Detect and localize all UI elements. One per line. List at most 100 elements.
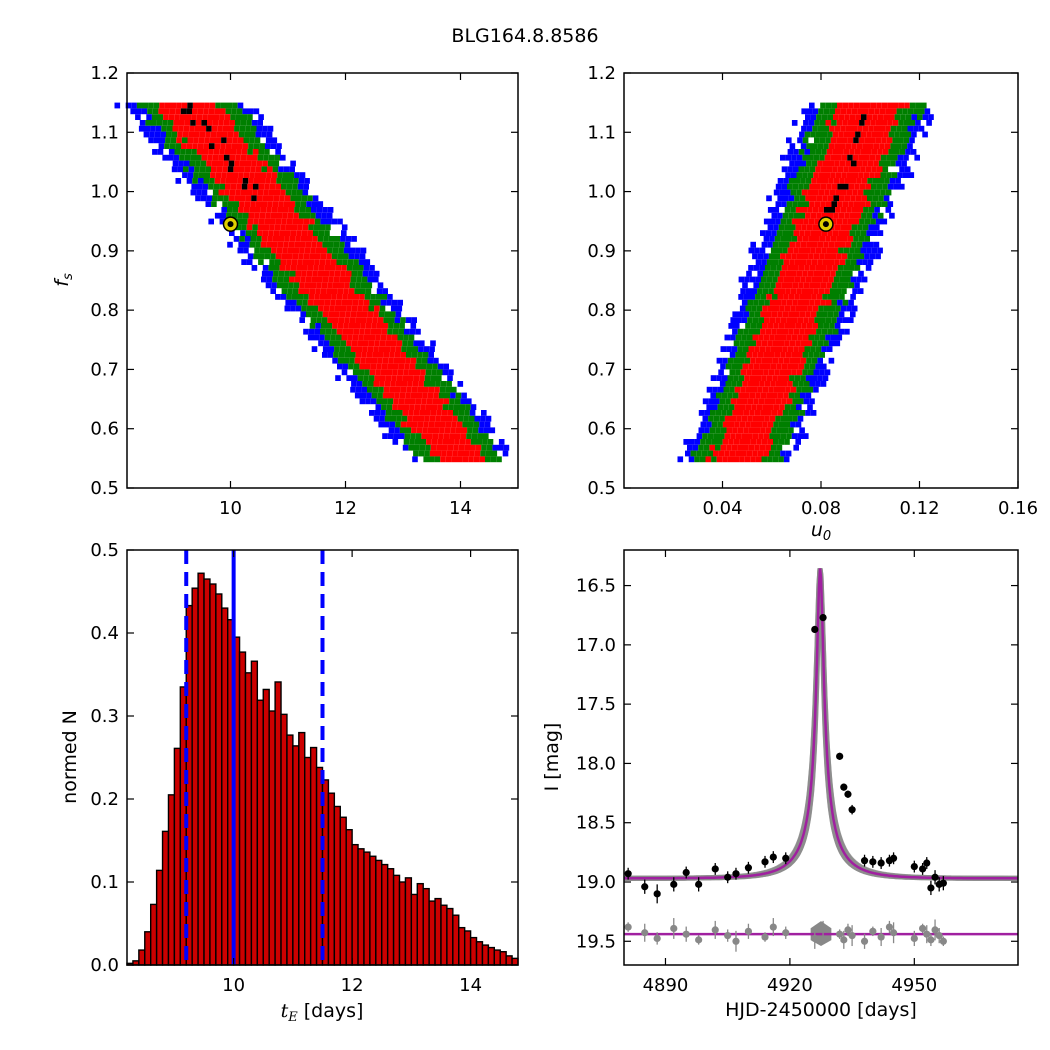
heatmap-cell [424,375,431,381]
heatmap-cell [813,172,819,178]
heatmap-cell [852,172,859,178]
heatmap-cell [238,131,245,138]
heatmap-cell [822,195,828,202]
heatmap-cell [847,218,854,225]
heatmap-cell [304,178,310,184]
heatmap-cell [424,450,430,457]
heatmap-cell [832,247,839,254]
heatmap-cell [732,311,738,318]
heatmap-cell [797,201,804,207]
heatmap-cell [267,125,274,132]
histogram-bar [357,848,365,966]
heatmap-cell [290,160,296,167]
heatmap-cell [302,189,309,196]
heatmap-cell [828,340,835,347]
heatmap-cell [338,352,345,358]
heatmap-cell [814,137,820,144]
heatmap-cell [778,323,785,329]
heatmap-cell [887,120,893,126]
heatmap-cell [380,375,386,381]
heatmap-cell [761,375,767,381]
heatmap-cell [271,282,277,289]
heatmap-cell [260,172,267,178]
heatmap-cell [341,224,348,231]
heatmap-cell [711,421,718,428]
heatmap-cell [755,375,762,381]
heatmap-cell [418,415,425,422]
heatmap-cell [326,212,333,219]
heatmap-cell [218,120,224,126]
heatmap-cell [192,143,198,149]
heatmap-cell [326,218,332,225]
heatmap-cell [866,212,873,219]
heatmap-cell [422,392,428,399]
heatmap-cell [791,236,798,242]
heatmap-cell [242,212,249,219]
heatmap-cell [306,236,313,242]
heatmap-cell [775,201,782,207]
heatmap-cell [365,363,371,370]
heatmap-cell [413,340,419,347]
heatmap-cell [243,137,250,144]
heatmap-cell [484,421,491,428]
heatmap-cell [274,189,281,196]
heatmap-cell [767,224,774,231]
heatmap-cell [371,392,378,399]
heatmap-cell [877,149,883,155]
heatmap-cell [468,456,474,463]
heatmap-cell [782,346,788,352]
heatmap-cell [197,183,203,190]
heatmap-cell [314,218,321,225]
heatmap-cell [805,114,811,120]
heatmap-cell [168,149,175,155]
heatmap-cell [710,375,717,381]
heatmap-cell [784,224,790,231]
heatmap-cell [914,154,920,161]
heatmap-cell [791,120,798,126]
heatmap-cell [865,265,872,271]
heatmap-cell [767,357,773,364]
heatmap-cell [247,183,253,190]
heatmap-cell [416,357,422,364]
heatmap-cell [164,108,170,115]
heatmap-cell [771,427,777,434]
heatmap-cell [199,131,206,138]
heatmap-cell [716,392,722,399]
heatmap-cell [174,114,180,120]
heatmap-cell [812,207,819,213]
heatmap-cell [339,311,346,318]
heatmap-cell [838,311,845,318]
data-point [732,870,740,878]
heatmap-cell [848,166,855,173]
heatmap-cell [858,270,864,277]
heatmap-cell [848,282,855,289]
heatmap-cell [863,108,869,115]
heatmap-cell [726,410,733,416]
heatmap-cell [293,282,300,289]
heatmap-cell [457,456,463,463]
heatmap-cell [878,178,885,184]
heatmap-cell [290,305,296,312]
residual-point [761,933,769,941]
heatmap-cell [348,288,355,294]
heatmap-cell [241,149,248,155]
heatmap-cell [348,363,354,370]
heatmap-cell [233,201,240,207]
heatmap-cell [822,294,828,300]
heatmap-cell [909,137,915,144]
heatmap-cell [374,410,381,416]
heatmap-cell [836,236,842,242]
heatmap-cell [866,114,873,120]
heatmap-cell [699,456,706,463]
heatmap-cell [177,166,183,173]
heatmap-cell [423,381,430,387]
heatmap-cell [911,114,917,120]
heatmap-cell [424,415,430,422]
histogram-bar [262,688,270,966]
heatmap-cell [884,143,891,149]
heatmap-cell [857,207,864,213]
heatmap-cell [876,166,883,173]
heatmap-cell [299,282,305,289]
histogram-bar [333,805,341,966]
heatmap-cell [359,328,365,335]
